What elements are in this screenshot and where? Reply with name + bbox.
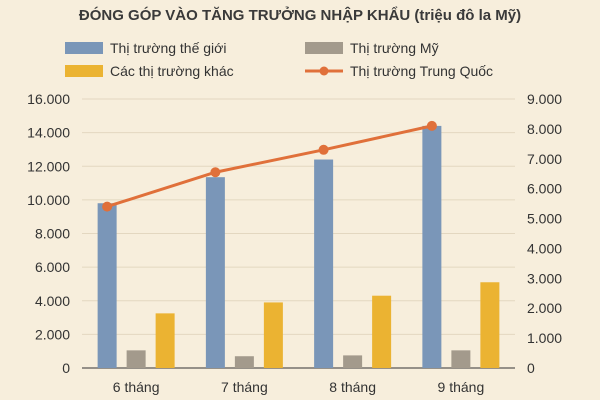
bar-1-0	[126, 350, 146, 368]
bar-1-1	[234, 356, 254, 368]
category-label: 8 tháng	[329, 379, 376, 395]
right-tick-label: 3.000	[527, 270, 562, 286]
right-tick-label: 7.000	[527, 151, 562, 167]
right-tick-label: 1.000	[527, 330, 562, 346]
right-tick-label: 2.000	[527, 300, 562, 316]
china-point-1	[210, 167, 221, 178]
legend-label-us: Thị trường Mỹ	[350, 40, 439, 56]
left-tick-label: 0	[62, 360, 70, 376]
left-tick-label: 2.000	[35, 326, 70, 342]
china-line	[106, 124, 433, 209]
right-tick-label: 4.000	[527, 240, 562, 256]
legend-label-world: Thị trường thế giới	[110, 40, 226, 56]
bar-2-3	[480, 282, 500, 368]
left-axis: 0 2.000 4.000 6.000 8.000 10.000 12.000 14.000 1…	[27, 91, 70, 376]
left-tick-label: 16.000	[27, 91, 70, 107]
category-axis: 6 tháng 7 tháng 8 tháng 9 tháng	[113, 379, 484, 395]
right-tick-label: 5.000	[527, 211, 562, 227]
legend-swatch-us	[305, 42, 343, 54]
right-axis: 0 1.000 2.000 3.000 4.000 5.000 6.000 7.000 8.00…	[527, 91, 562, 376]
legend: Thị trường thế giới Thị trường Mỹ Các th…	[65, 40, 493, 79]
right-tick-label: 6.000	[527, 181, 562, 197]
china-point-0	[102, 201, 113, 212]
bar-0-3	[422, 125, 442, 369]
bars	[97, 125, 500, 369]
right-tick-label: 8.000	[527, 121, 562, 137]
bar-1-3	[451, 350, 471, 368]
legend-label-other: Các thị trường khác	[110, 63, 234, 79]
bar-2-2	[372, 295, 392, 368]
left-tick-label: 4.000	[35, 293, 70, 309]
bar-0-2	[314, 159, 334, 368]
left-tick-label: 10.000	[27, 192, 70, 208]
gridlines	[82, 98, 515, 369]
left-tick-label: 12.000	[27, 158, 70, 174]
legend-swatch-china-marker	[319, 66, 329, 76]
legend-label-china: Thị trường Trung Quốc	[350, 63, 493, 79]
left-tick-label: 6.000	[35, 259, 70, 275]
china-point-2	[318, 144, 329, 155]
bar-2-1	[263, 302, 283, 368]
category-label: 9 tháng	[438, 379, 485, 395]
china-point-3	[426, 120, 437, 131]
left-tick-label: 8.000	[35, 226, 70, 242]
right-tick-label: 0	[527, 360, 535, 376]
category-label: 7 tháng	[221, 379, 268, 395]
bar-1-2	[343, 355, 363, 368]
chart-title: ĐÓNG GÓP VÀO TĂNG TRƯỞNG NHẬP KHẨU (triệ…	[79, 6, 521, 24]
left-tick-label: 14.000	[27, 125, 70, 141]
bar-0-1	[205, 177, 225, 368]
bar-2-0	[155, 313, 175, 368]
legend-swatch-other	[65, 65, 103, 77]
legend-swatch-world	[65, 42, 103, 54]
right-tick-label: 9.000	[527, 91, 562, 107]
china-line-series	[102, 120, 437, 212]
bar-0-0	[97, 203, 117, 368]
category-label: 6 tháng	[113, 379, 160, 395]
